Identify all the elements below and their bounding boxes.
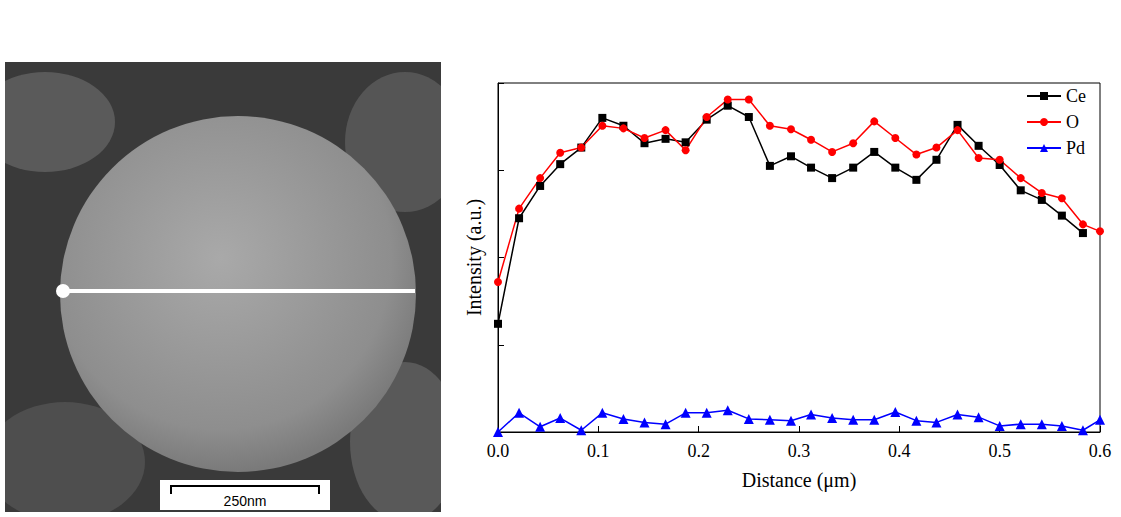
svg-text:0.5: 0.5	[988, 441, 1011, 461]
svg-text:0.4: 0.4	[888, 441, 911, 461]
svg-text:Ce: Ce	[1066, 86, 1086, 106]
svg-text:250nm: 250nm	[224, 493, 267, 509]
svg-text:Distance (μm): Distance (μm)	[742, 469, 857, 492]
svg-text:0.1: 0.1	[587, 441, 610, 461]
svg-text:0.2: 0.2	[687, 441, 710, 461]
svg-text:O: O	[1066, 112, 1079, 132]
svg-text:Pd: Pd	[1066, 138, 1085, 158]
svg-text:0.0: 0.0	[487, 441, 510, 461]
svg-text:0.3: 0.3	[788, 441, 811, 461]
svg-text:Intensity (a.u.): Intensity (a.u.)	[463, 199, 486, 316]
svg-text:0.6: 0.6	[1089, 441, 1112, 461]
